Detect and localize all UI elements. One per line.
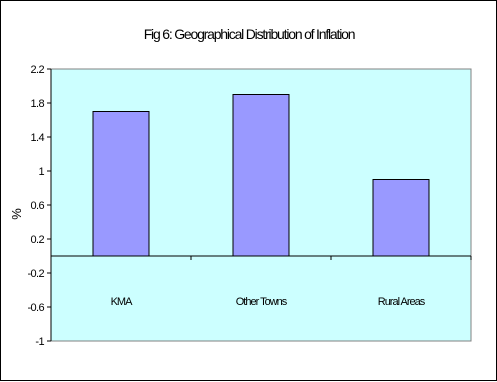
y-ticks-group: 2.2 1.8 1.4 1 0.6 0.2 -0.2 -0.6 -1 [27, 64, 51, 348]
bar-kma [92, 111, 150, 257]
y-tick-label: 1 [38, 166, 44, 178]
y-tick-label: 2.2 [31, 64, 45, 76]
y-tick-label: 1.8 [31, 98, 45, 110]
bars-group [92, 94, 430, 257]
y-axis-label: % [9, 208, 24, 220]
bar-other-towns [232, 94, 290, 257]
y-tick-label: -1 [35, 336, 44, 348]
y-tick-label: -0.2 [27, 268, 44, 280]
y-tick-label: 0.2 [31, 234, 45, 246]
chart-title: Fig 6: Geographical Distribution of Infl… [144, 26, 355, 42]
y-tick-label: 0.6 [31, 200, 45, 212]
category-label: Rural Areas [378, 296, 426, 308]
y-tick-label: -0.6 [27, 302, 44, 314]
category-label: KMA [111, 296, 134, 308]
bar-rural-areas [372, 179, 430, 257]
category-labels-group: KMA Other Towns Rural Areas [111, 296, 427, 308]
y-tick-label: 1.4 [31, 132, 45, 144]
category-label: Other Towns [236, 296, 288, 308]
